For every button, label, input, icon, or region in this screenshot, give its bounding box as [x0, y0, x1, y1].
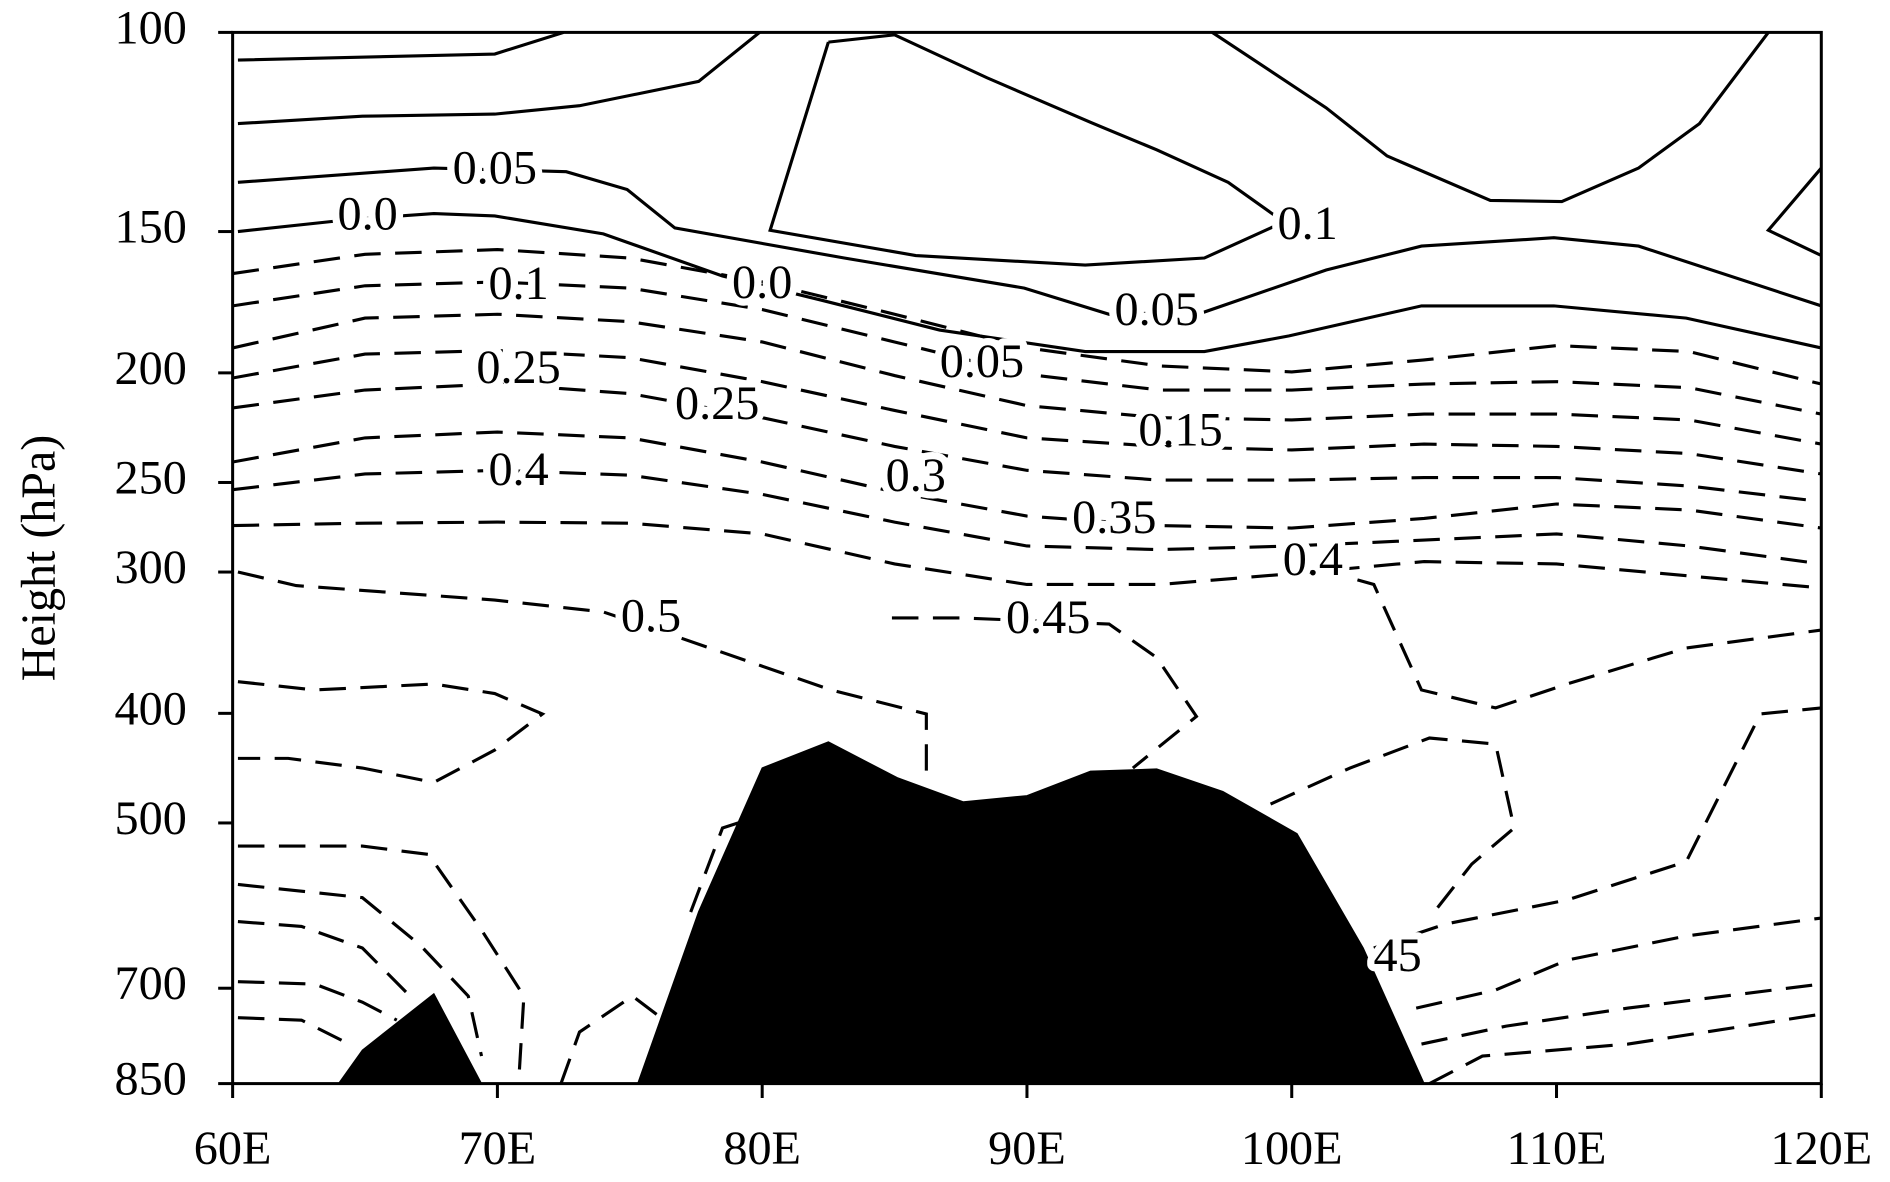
y-tick-label: 850	[115, 1053, 187, 1106]
contour-line	[1373, 706, 1822, 950]
contour-line	[232, 348, 1822, 476]
contour-label: 0.15	[1138, 404, 1222, 457]
contour-line	[237, 680, 546, 785]
contour-line	[1765, 167, 1822, 257]
contour-line	[237, 32, 565, 62]
contour-label: 0.05	[1115, 283, 1199, 336]
contour-line	[232, 382, 1822, 504]
contour-line	[559, 994, 666, 1084]
x-tick-label: 100E	[1241, 1122, 1343, 1175]
contour-line	[232, 312, 1822, 446]
contour-line	[237, 1016, 350, 1046]
contour-label: 0.35	[1072, 491, 1156, 544]
contour-line	[232, 468, 1822, 566]
contour-label: 0.0	[732, 256, 792, 309]
contour-line	[232, 280, 1822, 416]
contour-line	[1269, 736, 1516, 920]
y-tick-label: 250	[115, 452, 187, 505]
contour-label: 0.45	[1006, 591, 1090, 644]
y-tick-label: 150	[115, 201, 187, 254]
contour-line	[237, 980, 398, 1022]
contour-line	[237, 570, 928, 778]
contour-line	[689, 814, 761, 913]
contour-line	[891, 616, 1199, 770]
contour-line	[237, 211, 1822, 354]
x-tick-label: 60E	[194, 1122, 272, 1175]
contour-line	[1428, 1012, 1822, 1084]
contour-line	[1211, 32, 1770, 204]
contour-label: 0.3	[886, 449, 946, 502]
contour-line	[768, 33, 1287, 267]
x-tick-label: 80E	[723, 1122, 801, 1175]
contour-label: 0.25	[476, 341, 560, 394]
contour-line	[232, 248, 1822, 386]
contour-label: 0.25	[675, 377, 759, 430]
contour-label: 45	[1374, 929, 1422, 982]
contour-label: 0.4	[1283, 533, 1343, 586]
contour-line	[1421, 982, 1822, 1046]
contour-label: 0.4	[488, 443, 548, 496]
contour-label: 0.1	[1277, 197, 1337, 250]
contour-line	[232, 520, 1822, 590]
y-tick-label: 700	[115, 957, 187, 1010]
y-axis-label: Height (hPa)	[12, 435, 65, 682]
terrain	[337, 992, 483, 1085]
y-tick-label: 200	[115, 342, 187, 395]
contour-label: 0.05	[453, 142, 537, 195]
x-tick-label: 90E	[988, 1122, 1066, 1175]
y-tick-label: 100	[115, 2, 187, 55]
contour-label: 0.1	[488, 257, 548, 310]
x-tick-label: 120E	[1770, 1122, 1872, 1175]
contour-line	[237, 920, 412, 998]
contour-label: 0.05	[940, 335, 1024, 388]
x-tick-label: 70E	[459, 1122, 537, 1175]
contour-line	[237, 166, 1822, 316]
contour-line	[237, 32, 761, 126]
contour-label: 0.0	[338, 187, 398, 240]
contour-line	[232, 430, 1822, 530]
x-tick-label: 110E	[1507, 1122, 1607, 1175]
y-tick-label: 300	[115, 541, 187, 594]
contour-line	[1278, 556, 1822, 710]
contour-label: 0.5	[621, 589, 681, 642]
terrain	[636, 741, 1426, 1085]
contour-line	[237, 882, 484, 1057]
contour-line	[237, 844, 526, 1084]
contour-line	[1415, 916, 1822, 1010]
y-tick-label: 500	[115, 792, 187, 845]
y-tick-label: 400	[115, 682, 187, 735]
